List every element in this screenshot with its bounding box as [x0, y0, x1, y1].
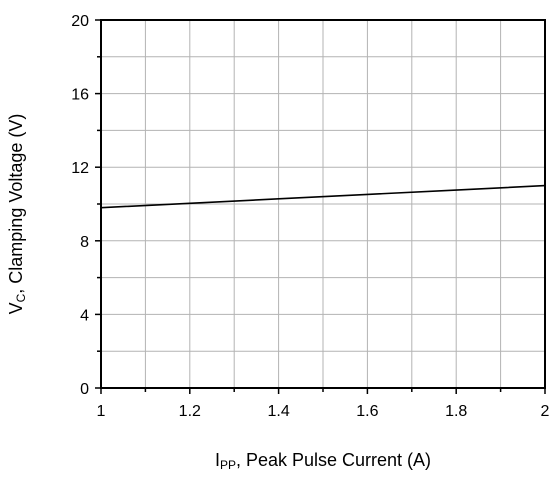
y-tick-label: 4: [80, 307, 89, 324]
x-tick-labels: 1 1.2 1.4 1.6 1.8 2: [97, 403, 550, 420]
x-tick-label: 2: [541, 403, 550, 420]
y-tick-label: 20: [71, 13, 89, 30]
y-axis-title-subscript: C: [14, 293, 28, 302]
x-axis-title: IPP, Peak Pulse Current (A): [215, 450, 431, 472]
x-axis-title-rest: , Peak Pulse Current (A): [236, 450, 431, 470]
y-axis-title-rest: , Clamping Voltage (V): [6, 114, 26, 294]
x-tick-label: 1.8: [445, 403, 467, 420]
y-tick-label: 0: [80, 381, 89, 398]
y-tick-label: 12: [71, 160, 89, 177]
y-axis-title: VC, Clamping Voltage (V): [6, 114, 28, 315]
x-axis-title-subscript: PP: [220, 458, 236, 472]
y-axis-title-main: V: [6, 302, 26, 314]
y-tick-label: 16: [71, 87, 89, 104]
x-tick-label: 1.6: [356, 403, 378, 420]
x-tick-label: 1.4: [267, 403, 289, 420]
tick-marks: [95, 19, 546, 394]
series-line: [100, 184, 546, 209]
grid-lines: [101, 20, 545, 388]
x-axis-title-main: I: [215, 450, 220, 470]
series-layer: [100, 184, 546, 209]
x-tick-label: 1: [97, 403, 106, 420]
y-tick-label: 8: [80, 234, 89, 251]
x-tick-label: 1.2: [179, 403, 201, 420]
y-tick-labels: 0 4 8 12 16 20: [71, 13, 89, 398]
